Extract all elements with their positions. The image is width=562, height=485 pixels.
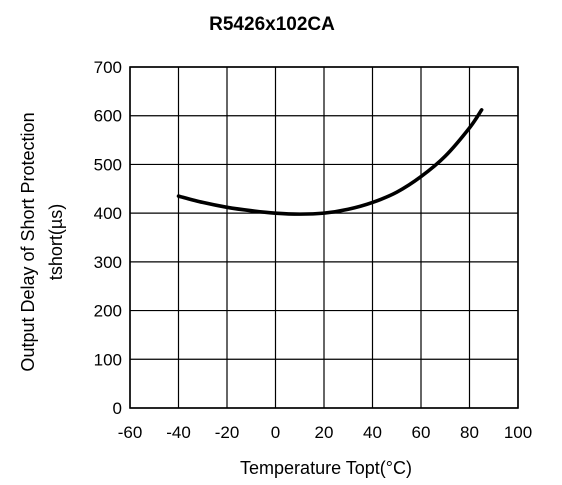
y-axis-label-line-1: Output Delay of Short Protection bbox=[18, 112, 38, 371]
plot-area bbox=[176, 108, 484, 216]
y-tick-label: 300 bbox=[94, 253, 122, 272]
x-tick-label: 60 bbox=[412, 423, 431, 442]
x-tick-label: -20 bbox=[215, 423, 240, 442]
y-tick-label: 600 bbox=[94, 107, 122, 126]
y-axis-label: Output Delay of Short Protection tshort(… bbox=[18, 112, 66, 371]
y-tick-label: 400 bbox=[94, 204, 122, 223]
x-tick-label: 100 bbox=[504, 423, 532, 442]
grid bbox=[129, 66, 519, 409]
x-tick-label: 20 bbox=[315, 423, 334, 442]
y-axis-label-line-2: tshort(µs) bbox=[46, 204, 66, 280]
x-tick-label: 0 bbox=[271, 423, 280, 442]
chart-title: R5426x102CA bbox=[209, 14, 335, 35]
x-tick-label: -40 bbox=[166, 423, 191, 442]
y-tick-label: 700 bbox=[94, 58, 122, 77]
series-line bbox=[176, 108, 484, 216]
y-tick-label: 500 bbox=[94, 155, 122, 174]
y-tick-label: 0 bbox=[113, 399, 122, 418]
x-tick-label: 40 bbox=[363, 423, 382, 442]
plot-frame bbox=[129, 66, 519, 409]
x-tick-label: -60 bbox=[118, 423, 143, 442]
x-axis-label: Temperature Topt(°C) bbox=[240, 458, 412, 478]
x-tick-label: 80 bbox=[460, 423, 479, 442]
y-tick-label: 100 bbox=[94, 350, 122, 369]
tick-labels: -60 -40 -20 0 20 40 60 80 100 0 100 200 300 400 500 600… bbox=[94, 58, 533, 442]
y-tick-label: 200 bbox=[94, 302, 122, 321]
